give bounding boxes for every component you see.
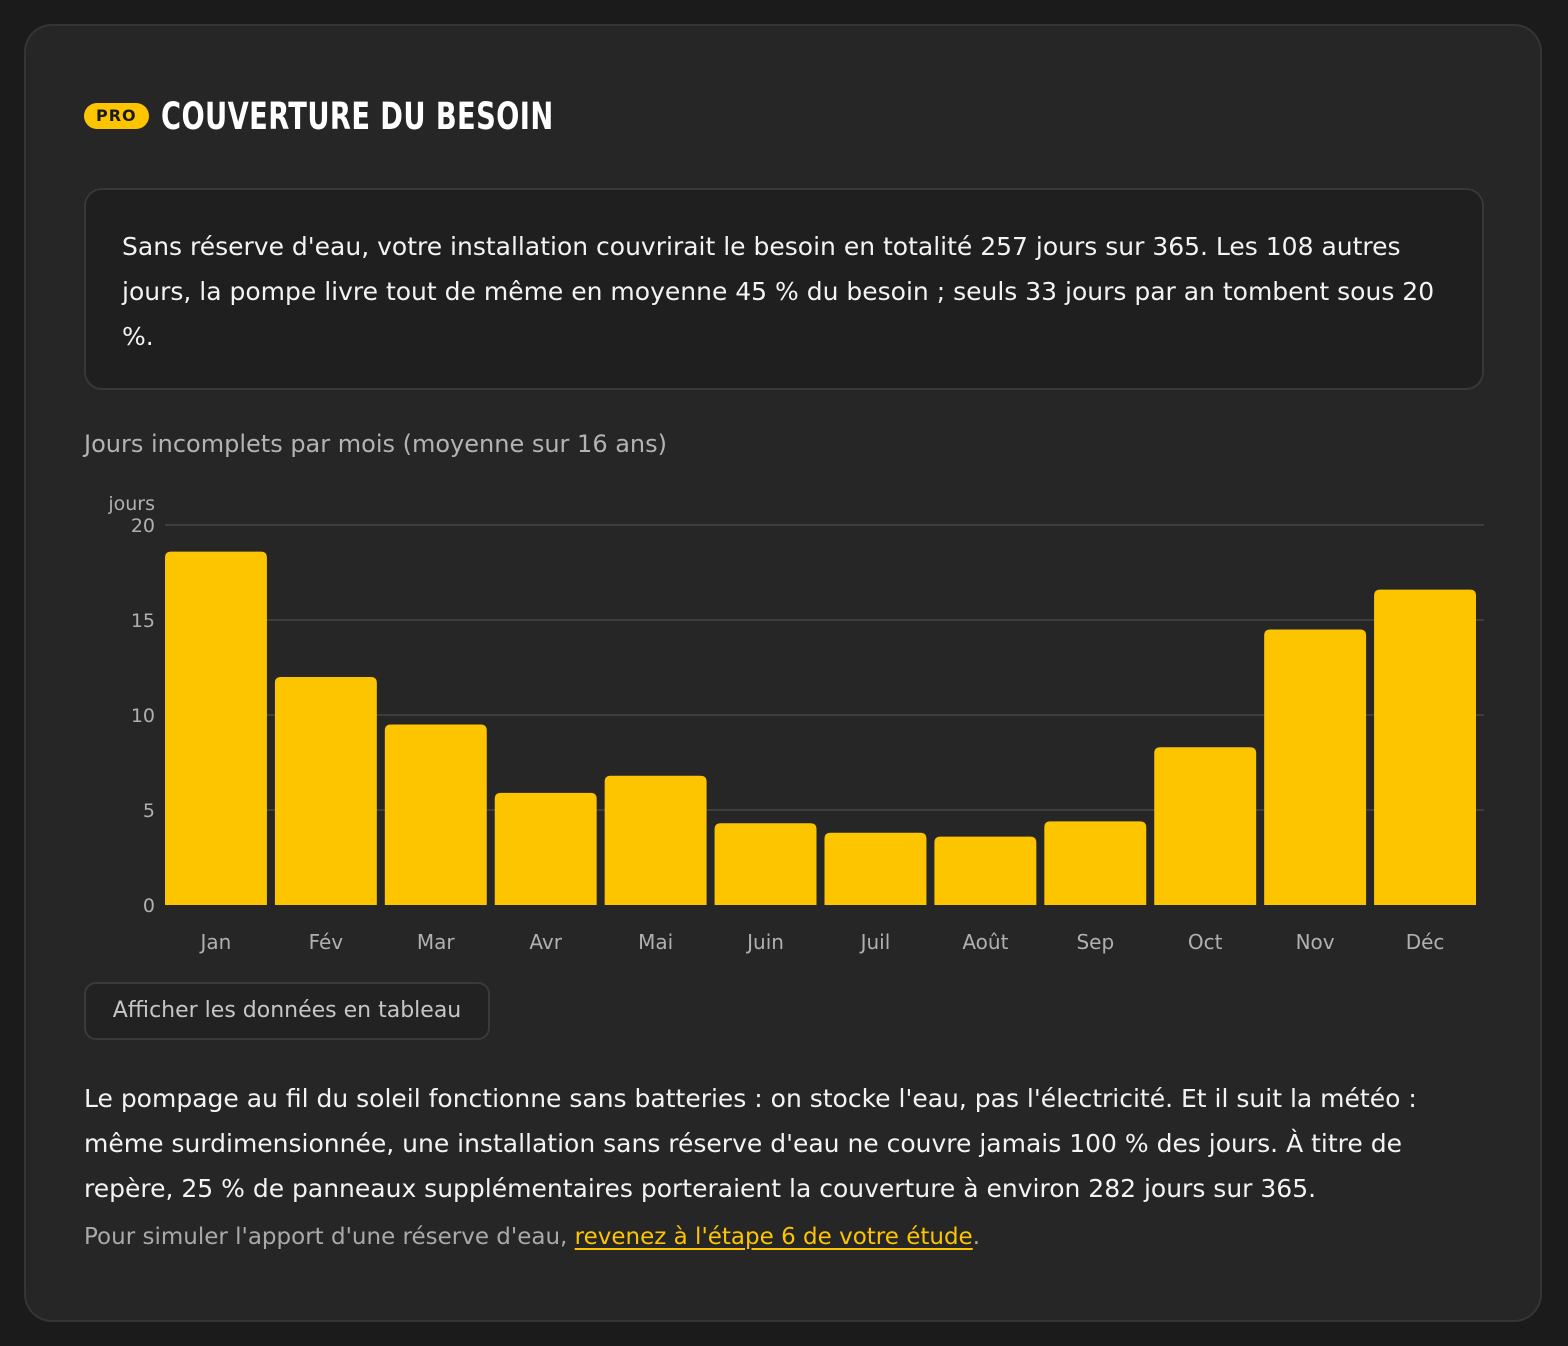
show-table-button[interactable]: Afficher les données en tableau (84, 982, 490, 1040)
y-tick-label: 15 (131, 610, 155, 632)
bar (494, 792, 597, 905)
bar (824, 832, 927, 905)
x-tick-label: Mar (417, 930, 456, 954)
bar (1154, 747, 1257, 905)
x-tick-label: Sep (1076, 930, 1114, 954)
x-tick-label: Jan (199, 930, 232, 954)
explanation-text: Le pompage au fil du soleil fonctionne s… (84, 1084, 1417, 1203)
x-tick-label: Fév (309, 930, 344, 954)
x-tick-label: Oct (1188, 930, 1223, 954)
summary-text: Sans réserve d'eau, votre installation c… (122, 232, 1435, 351)
bar (1374, 589, 1476, 905)
step-6-link[interactable]: revenez à l'étape 6 de votre étude (574, 1224, 973, 1250)
chart-caption: Jours incomplets par mois (moyenne sur 1… (84, 430, 667, 458)
y-tick-label: 20 (131, 515, 155, 537)
x-tick-label: Nov (1296, 930, 1335, 954)
y-tick-label: 5 (143, 800, 155, 822)
bar (714, 823, 817, 905)
x-tick-label: Juil (859, 930, 891, 954)
y-axis-label: jours (107, 493, 155, 515)
bar (384, 724, 487, 905)
y-tick-label: 0 (143, 895, 155, 917)
card-header: PRO COUVERTURE DU BESOIN (84, 92, 639, 140)
pro-badge: PRO (84, 103, 149, 129)
footnote: Pour simuler l'apport d'une réserve d'ea… (84, 1224, 980, 1250)
x-tick-label: Déc (1406, 930, 1445, 954)
x-tick-label: Avr (529, 930, 562, 954)
x-tick-label: Juin (745, 930, 784, 954)
bar (274, 677, 377, 905)
card-title: COUVERTURE DU BESOIN (160, 94, 554, 138)
bar (1044, 821, 1147, 905)
footnote-prefix: Pour simuler l'apport d'une réserve d'ea… (84, 1224, 575, 1250)
x-tick-label: Mai (638, 930, 673, 954)
bar (1264, 629, 1367, 905)
bar (934, 836, 1037, 905)
bar (604, 775, 707, 905)
y-tick-label: 10 (131, 705, 155, 727)
footnote-suffix: . (972, 1224, 981, 1250)
bar (165, 551, 267, 905)
x-tick-label: Août (962, 930, 1008, 954)
summary-box: Sans réserve d'eau, votre installation c… (84, 188, 1484, 390)
